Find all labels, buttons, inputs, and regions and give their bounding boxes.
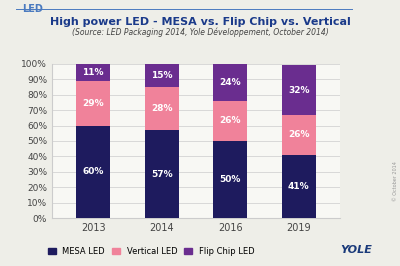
Bar bbox=[144, 130, 179, 218]
Text: 26%: 26% bbox=[288, 130, 310, 139]
Bar bbox=[144, 64, 179, 87]
Text: 29%: 29% bbox=[82, 99, 104, 108]
Text: 24%: 24% bbox=[220, 78, 241, 87]
Text: LED: LED bbox=[22, 4, 43, 14]
Text: 11%: 11% bbox=[82, 68, 104, 77]
Text: 57%: 57% bbox=[151, 170, 172, 179]
Bar bbox=[282, 65, 316, 115]
Bar bbox=[213, 64, 248, 101]
Text: 60%: 60% bbox=[82, 167, 104, 176]
Bar bbox=[76, 126, 110, 218]
Text: (Source: LED Packaging 2014, Yole Développement, October 2014): (Source: LED Packaging 2014, Yole Dévelo… bbox=[72, 28, 328, 38]
Text: 26%: 26% bbox=[220, 117, 241, 126]
Bar bbox=[282, 155, 316, 218]
Bar bbox=[144, 87, 179, 130]
Text: 50%: 50% bbox=[220, 175, 241, 184]
Bar bbox=[76, 64, 110, 81]
Legend: MESA LED, Vertical LED, Flip Chip LED: MESA LED, Vertical LED, Flip Chip LED bbox=[44, 243, 258, 259]
Text: High power LED - MESA vs. Flip Chip vs. Vertical: High power LED - MESA vs. Flip Chip vs. … bbox=[50, 17, 350, 27]
Text: 28%: 28% bbox=[151, 104, 172, 113]
Text: YOLE: YOLE bbox=[340, 245, 372, 255]
Text: 41%: 41% bbox=[288, 182, 310, 191]
Bar bbox=[76, 81, 110, 126]
Bar bbox=[213, 141, 248, 218]
Bar bbox=[213, 101, 248, 141]
Bar bbox=[282, 115, 316, 155]
Text: 15%: 15% bbox=[151, 71, 172, 80]
Text: © October 2014: © October 2014 bbox=[393, 161, 398, 201]
Text: 32%: 32% bbox=[288, 86, 310, 95]
